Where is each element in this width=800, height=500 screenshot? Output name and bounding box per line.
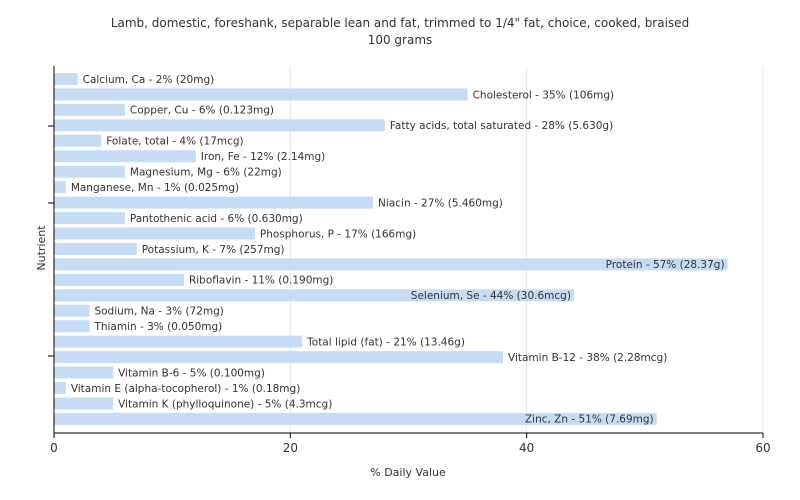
bar [54, 242, 137, 255]
bar-label: Magnesium, Mg - 6% (22mg) [130, 167, 282, 179]
bar [54, 397, 114, 410]
bar [54, 412, 657, 425]
bar-label: Potassium, K - 7% (257mg) [142, 244, 285, 256]
bar-label: Selenium, Se - 44% (30.6mcg) [411, 290, 571, 302]
bar [54, 335, 303, 348]
x-axis-title: % Daily Value [370, 466, 446, 479]
bar-label: Riboflavin - 11% (0.190mg) [189, 275, 333, 287]
bar [54, 134, 102, 147]
bar-label: Iron, Fe - 12% (2.14mg) [201, 151, 325, 163]
x-tick-label: 0 [50, 441, 58, 455]
bar-label: Total lipid (fat) - 21% (13.46g) [306, 336, 465, 348]
bar [54, 258, 728, 271]
chart-subtitle: 100 grams [368, 33, 433, 47]
bar [54, 382, 66, 394]
bar [54, 320, 90, 333]
bar-label: Zinc, Zn - 51% (7.69mg) [525, 414, 654, 426]
bars: Calcium, Ca - 2% (20mg) Cholesterol - 35%… [54, 73, 728, 426]
bar-label: Niacin - 27% (5.460mg) [378, 197, 503, 209]
bar [54, 351, 504, 364]
bar-label: Vitamin K (phylloquinone) - 5% (4.3mcg) [118, 398, 332, 410]
chart-title: Lamb, domestic, foreshank, separable lea… [111, 16, 689, 30]
y-axis-title: Nutrient [35, 225, 48, 271]
bar [54, 181, 66, 194]
bar [54, 73, 78, 85]
bar [54, 366, 114, 379]
bar [54, 273, 184, 286]
bar [54, 119, 385, 132]
bar-label: Vitamin B-6 - 5% (0.100mg) [118, 367, 265, 379]
bar [54, 196, 374, 209]
bar-label: Vitamin B-12 - 38% (2.28mcg) [508, 352, 667, 364]
bar-label: Fatty acids, total saturated - 28% (5.63… [390, 120, 613, 132]
bar-label: Phosphorus, P - 17% (166mg) [260, 228, 416, 240]
bar-label: Calcium, Ca - 2% (20mg) [83, 74, 215, 86]
bar-label: Thiamin - 3% (0.050mg) [93, 321, 222, 333]
bar-label: Pantothenic acid - 6% (0.630mg) [130, 213, 303, 225]
bar [54, 304, 90, 317]
bar [54, 150, 196, 163]
x-tick-label: 20 [283, 441, 298, 455]
bar [54, 165, 125, 178]
bar-label: Protein - 57% (28.37g) [606, 259, 725, 271]
bar-label: Folate, total - 4% (17mcg) [106, 136, 243, 148]
bar [54, 227, 255, 240]
bar-label: Manganese, Mn - 1% (0.025mg) [71, 182, 239, 194]
bar-label: Vitamin E (alpha-tocopherol) - 1% (0.18m… [71, 383, 300, 395]
bar [54, 289, 574, 302]
bar [54, 88, 468, 101]
x-tick-label: 60 [755, 441, 770, 455]
axes: 0 20 40 60 [48, 66, 771, 455]
x-tick-label: 40 [519, 441, 534, 455]
bar-label: Cholesterol - 35% (106mg) [473, 89, 615, 101]
bar-label: Sodium, Na - 3% (72mg) [94, 306, 223, 318]
bar-label: Copper, Cu - 6% (0.123mg) [130, 105, 274, 117]
bar [54, 212, 125, 225]
bar [54, 103, 125, 116]
